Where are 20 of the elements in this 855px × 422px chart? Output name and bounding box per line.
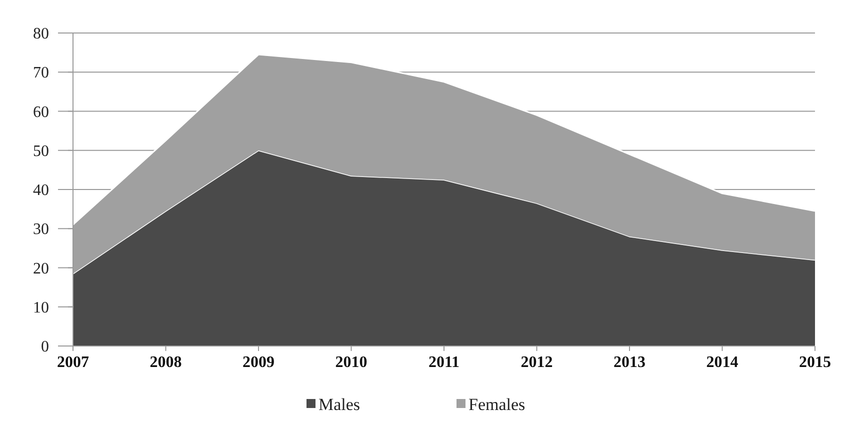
legend-label: Males	[318, 394, 360, 414]
y-tick-label: 40	[33, 182, 49, 200]
x-tick-label: 2015	[799, 354, 831, 371]
y-tick-label: 60	[33, 104, 49, 121]
x-tick-label: 2007	[57, 354, 89, 371]
y-tick-label: 70	[33, 64, 49, 82]
x-tick-label: 2014	[706, 354, 738, 371]
y-tick-label: 0	[41, 338, 49, 356]
y-tick-label: 50	[33, 142, 49, 160]
x-tick-label: 2013	[614, 354, 646, 371]
x-tick-label: 2010	[335, 354, 368, 371]
x-tick-label: 2011	[428, 354, 460, 371]
y-tick-label: 30	[33, 221, 49, 238]
y-tick-label: 80	[33, 26, 49, 43]
legend-label: Females	[468, 394, 526, 414]
y-tick-label: 10	[33, 299, 49, 316]
y-tick-label: 20	[33, 260, 49, 278]
x-tick-label: 2008	[150, 354, 182, 371]
x-tick-label: 2009	[242, 354, 274, 371]
x-tick-label: 2012	[520, 354, 553, 371]
